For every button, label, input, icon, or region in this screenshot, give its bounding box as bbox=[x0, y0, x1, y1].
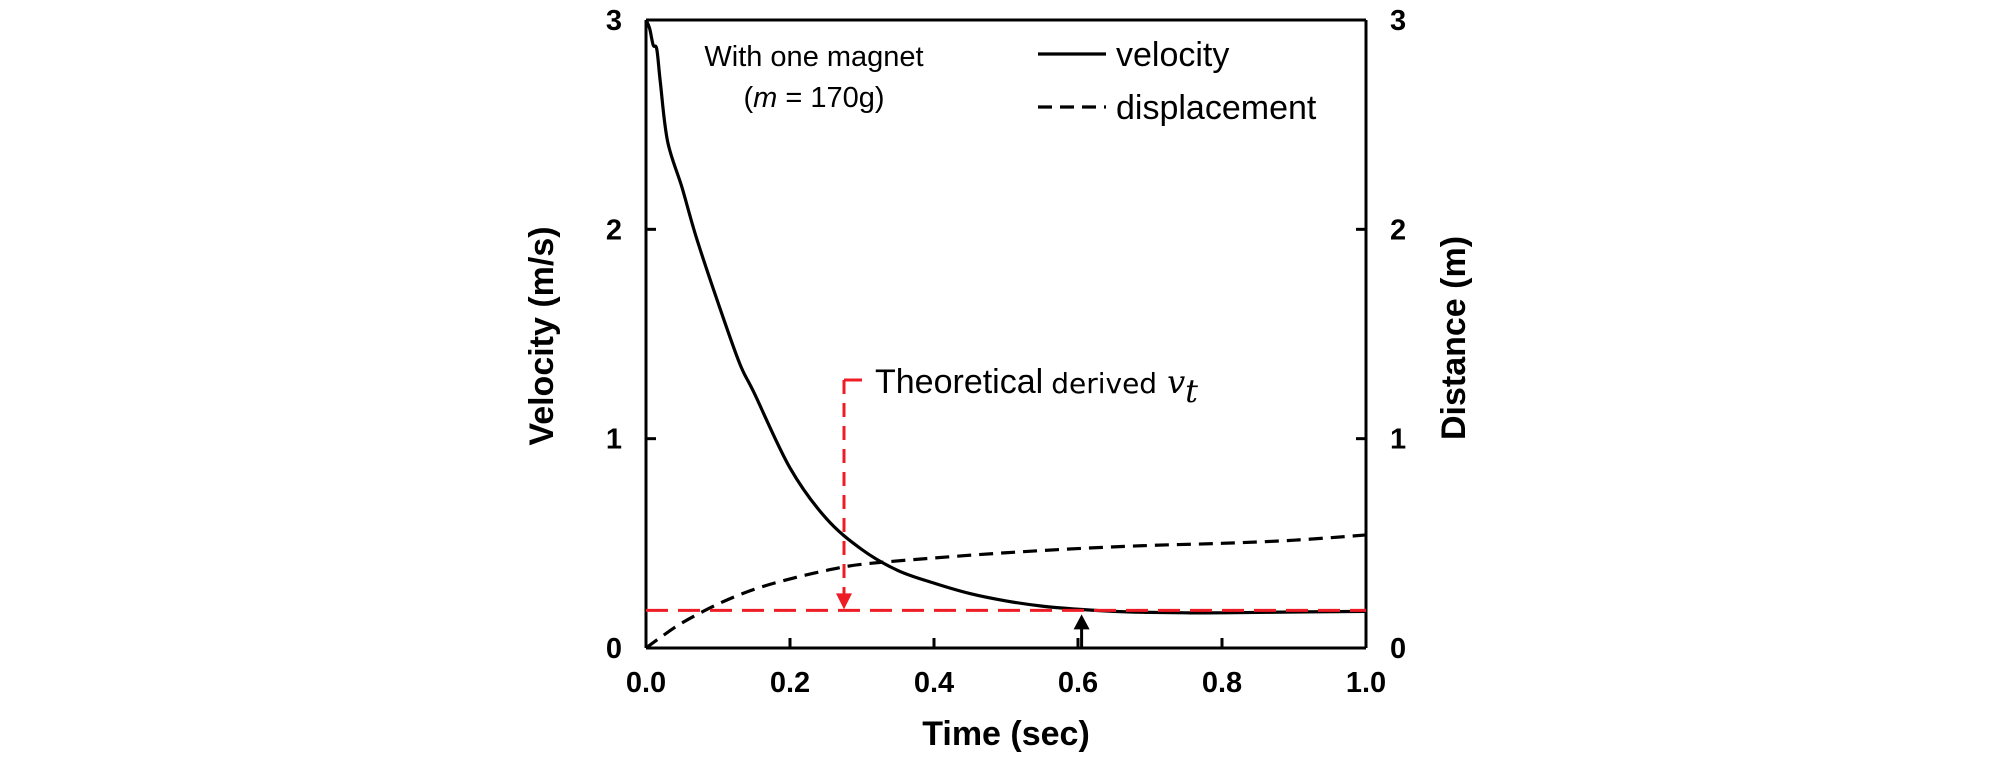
x-tick-label: 1.0 bbox=[1346, 667, 1386, 699]
annotation-label-t: t bbox=[1185, 372, 1198, 410]
y-left-tick-label: 2 bbox=[606, 214, 622, 246]
velocity-series-line bbox=[644, 19, 1367, 615]
note-line-2: (m = 170g) bbox=[743, 82, 884, 114]
annotation-arrowhead bbox=[836, 593, 852, 610]
annotation-label-main: Theoretical bbox=[875, 363, 1043, 401]
legend-label-velocity: velocity bbox=[1116, 36, 1229, 74]
note-mass-value: = 170g) bbox=[777, 82, 884, 114]
note-mass-var: m bbox=[753, 82, 777, 114]
x-tick-label: 0.8 bbox=[1202, 667, 1242, 699]
displacement-series-line bbox=[645, 533, 1367, 650]
x-tick-label: 0.6 bbox=[1058, 667, 1098, 699]
y-right-tick-label: 1 bbox=[1390, 424, 1406, 456]
annotation-label-v: v bbox=[1167, 363, 1185, 401]
x-tick-label: 0.0 bbox=[626, 667, 666, 699]
note-paren: ( bbox=[743, 82, 753, 114]
annotation-label-derived: derived bbox=[1051, 367, 1157, 400]
y-right-tick-label: 2 bbox=[1390, 214, 1406, 246]
legend-label-displacement: displacement bbox=[1116, 89, 1317, 127]
y-right-tick-label: 3 bbox=[1390, 5, 1406, 37]
note-line-1: With one magnet bbox=[704, 41, 923, 73]
x-tick-label: 0.4 bbox=[914, 667, 954, 699]
x-tick-label: 0.2 bbox=[770, 667, 810, 699]
y-left-tick-label: 0 bbox=[606, 633, 622, 665]
y-axis-right-title: Distance (m) bbox=[1435, 236, 1473, 440]
y-axis-left-title: Velocity (m/s) bbox=[523, 226, 561, 445]
y-right-tick-label: 0 bbox=[1390, 633, 1406, 665]
annotation-label: Theoretical derived vt bbox=[875, 363, 1198, 410]
crossing-arrowhead bbox=[1073, 614, 1090, 630]
y-left-tick-label: 3 bbox=[606, 5, 622, 37]
y-left-tick-label: 1 bbox=[606, 424, 622, 456]
x-axis-title: Time (sec) bbox=[922, 715, 1090, 753]
